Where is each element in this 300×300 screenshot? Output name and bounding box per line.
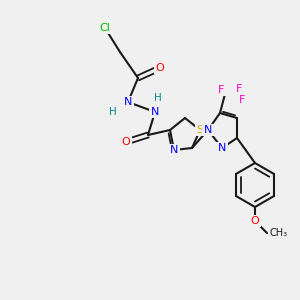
Text: O: O <box>156 63 164 73</box>
Text: N: N <box>170 145 178 155</box>
Text: N: N <box>204 125 212 135</box>
Text: Cl: Cl <box>100 23 110 33</box>
Text: F: F <box>239 95 245 105</box>
Text: H: H <box>109 107 117 117</box>
Text: S: S <box>196 125 204 135</box>
Text: O: O <box>250 216 260 226</box>
Text: N: N <box>124 97 132 107</box>
Text: F: F <box>236 84 242 94</box>
Text: F: F <box>218 85 224 95</box>
Text: O: O <box>122 137 130 147</box>
Text: CH₃: CH₃ <box>269 228 287 238</box>
Text: N: N <box>218 143 226 153</box>
Text: N: N <box>151 107 159 117</box>
Text: H: H <box>154 93 162 103</box>
